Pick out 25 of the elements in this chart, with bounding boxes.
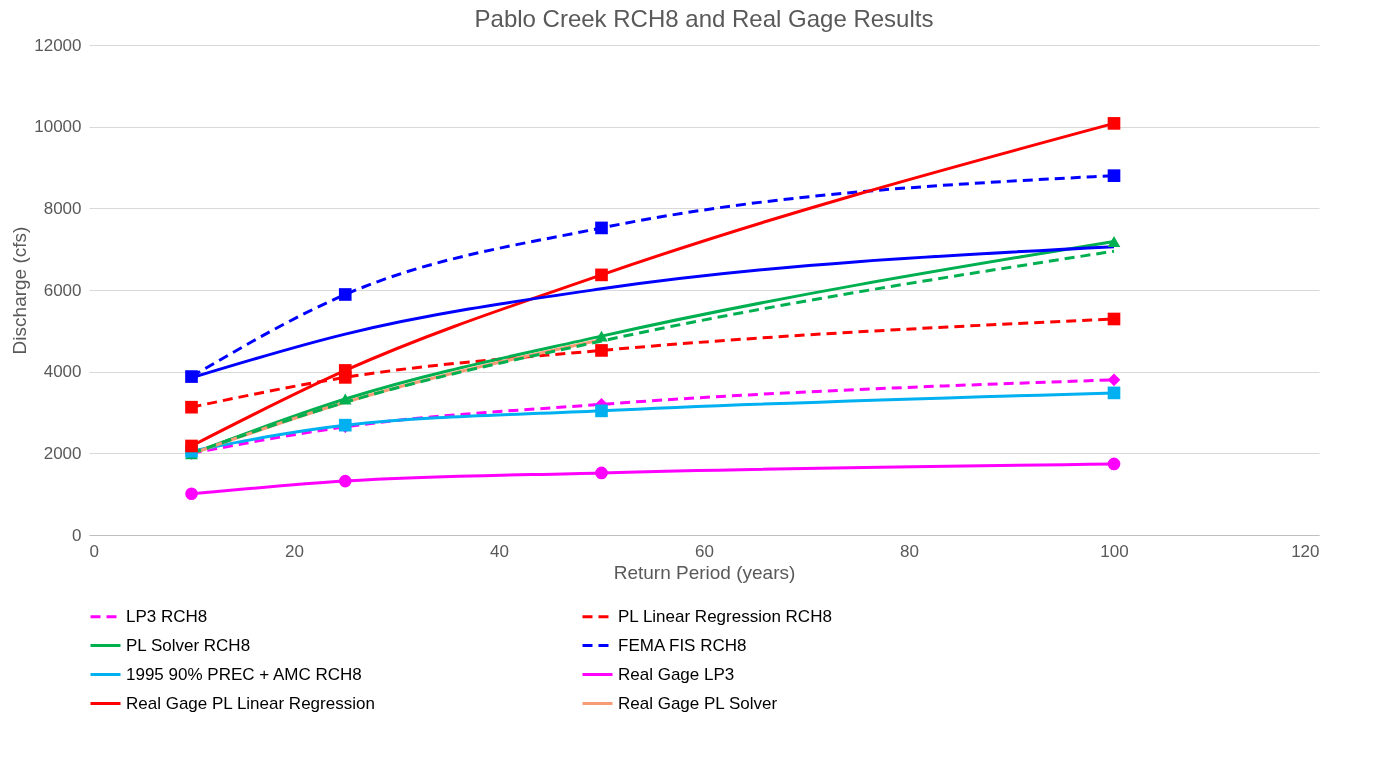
x-axis-title: Return Period (years) (613, 561, 796, 583)
chart-title: Pablo Creek RCH8 and Real Gage Results (474, 5, 934, 32)
legend-label: PL Solver RCH8 (126, 635, 251, 655)
y-tick-label: 8000 (43, 198, 82, 218)
legend-label: LP3 RCH8 (126, 606, 208, 626)
y-tick-label: 4000 (43, 362, 82, 382)
legend-label: 1995 90% PREC + AMC RCH8 (126, 664, 362, 684)
legend-label: FEMA FIS RCH8 (618, 635, 747, 655)
y-tick-label: 12000 (34, 35, 82, 55)
x-tick-label: 60 (695, 541, 714, 561)
y-tick-label: 2000 (43, 443, 82, 463)
x-tick-label: 80 (900, 541, 919, 561)
y-tick-label: 0 (72, 525, 82, 545)
x-tick-label: 0 (89, 541, 99, 561)
legend-label: PL Linear Regression RCH8 (618, 606, 832, 626)
x-tick-label: 20 (285, 541, 304, 561)
y-tick-label: 6000 (43, 280, 82, 300)
y-tick-label: 10000 (34, 117, 82, 137)
x-tick-label: 40 (490, 541, 509, 561)
y-axis-title: Discharge (cfs) (9, 226, 31, 355)
x-tick-label: 100 (1100, 541, 1129, 561)
legend-label: Real Gage PL Solver (618, 693, 778, 713)
legend-label: Real Gage PL Linear Regression (126, 693, 375, 713)
legend-label: Real Gage LP3 (618, 664, 735, 684)
x-tick-label: 120 (1291, 541, 1320, 561)
